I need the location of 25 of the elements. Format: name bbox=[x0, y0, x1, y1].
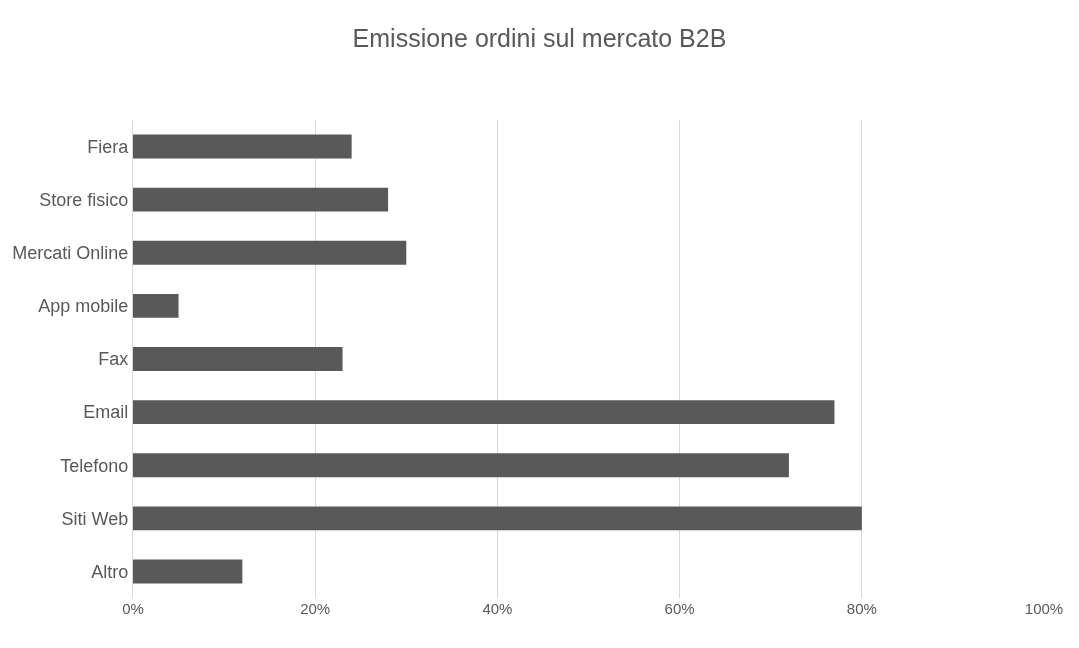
y-tick-label: Email bbox=[83, 402, 129, 423]
y-tick-label: App mobile bbox=[38, 296, 129, 317]
x-tick-label: 80% bbox=[846, 600, 877, 617]
y-tick-label: Fiera bbox=[87, 136, 130, 157]
bar bbox=[133, 453, 789, 478]
bar bbox=[133, 506, 862, 531]
y-tick-label: Mercati Online bbox=[12, 243, 129, 264]
x-tick-label: 60% bbox=[664, 600, 695, 617]
bar bbox=[133, 559, 243, 584]
y-tick-label: Siti Web bbox=[61, 508, 129, 529]
bar bbox=[133, 187, 389, 212]
y-tick-label: Altro bbox=[91, 561, 129, 582]
x-tick-label: 0% bbox=[122, 600, 144, 617]
bar bbox=[133, 240, 407, 265]
y-tick-label: Fax bbox=[98, 349, 129, 370]
bar bbox=[133, 293, 179, 318]
y-tick-label: Telefono bbox=[60, 455, 129, 476]
x-tick-label: 100% bbox=[1024, 600, 1064, 617]
chart-title: Emissione ordini sul mercato B2B bbox=[352, 23, 727, 52]
x-tick-label: 40% bbox=[482, 600, 513, 617]
bar bbox=[133, 347, 343, 371]
bar bbox=[133, 400, 835, 425]
y-tick-label: Store fisico bbox=[39, 189, 129, 210]
x-tick-label: 20% bbox=[300, 600, 331, 617]
bar bbox=[133, 134, 352, 159]
